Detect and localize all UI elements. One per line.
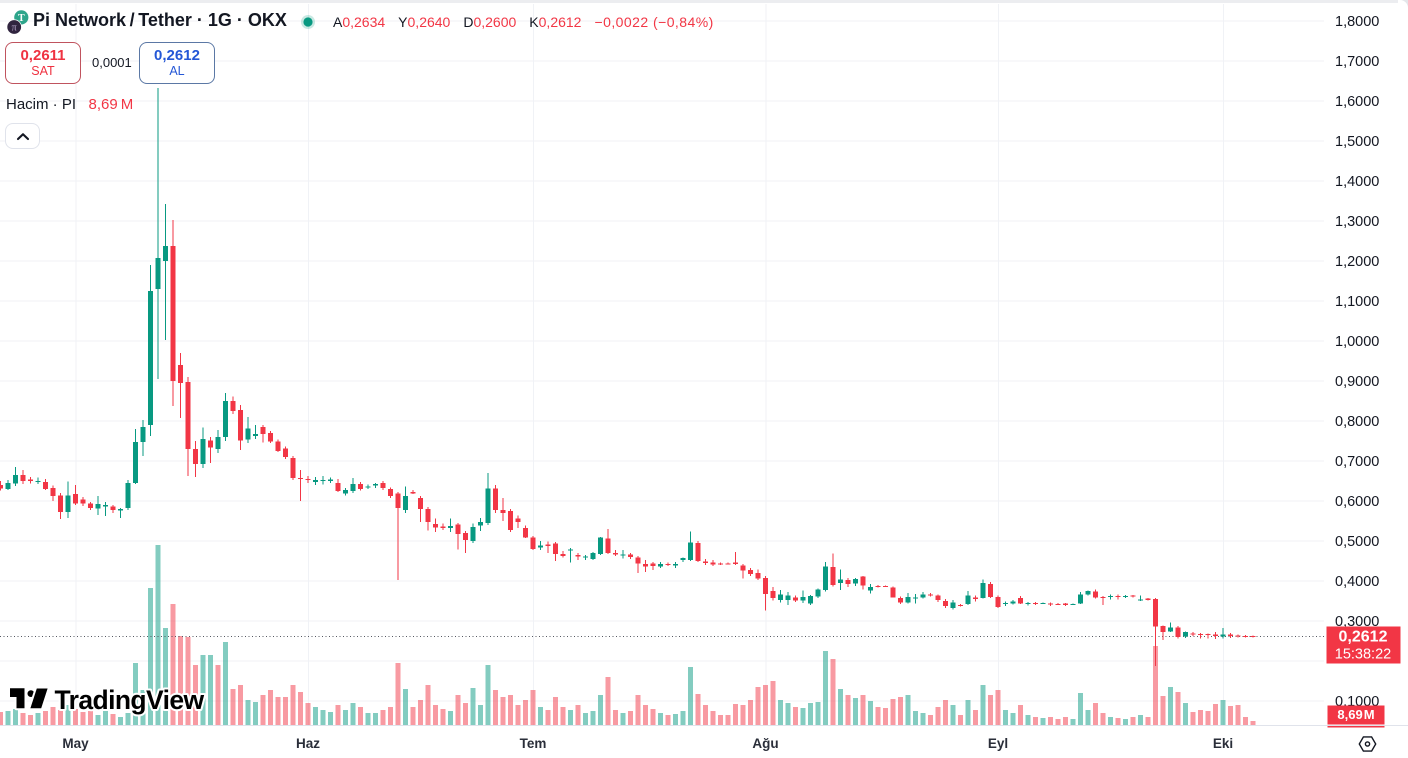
svg-text:1,3000: 1,3000 <box>1335 214 1379 230</box>
svg-text:0,4000: 0,4000 <box>1335 574 1379 590</box>
svg-text:May: May <box>62 736 89 751</box>
svg-text:1,8000: 1,8000 <box>1335 14 1379 30</box>
svg-text:0,3000: 0,3000 <box>1335 614 1379 630</box>
svg-text:15:38:22: 15:38:22 <box>1335 647 1391 663</box>
svg-text:Tem: Tem <box>520 736 547 751</box>
svg-text:8,69 M: 8,69 M <box>1337 707 1374 722</box>
svg-text:Haz: Haz <box>296 736 320 751</box>
svg-text:Ağu: Ağu <box>752 736 778 751</box>
svg-text:1,6000: 1,6000 <box>1335 94 1379 110</box>
svg-text:Eki: Eki <box>1213 736 1233 751</box>
svg-text:0,6000: 0,6000 <box>1335 494 1379 510</box>
svg-text:1,2000: 1,2000 <box>1335 254 1379 270</box>
svg-text:0,8000: 0,8000 <box>1335 414 1379 430</box>
svg-text:1,7000: 1,7000 <box>1335 54 1379 70</box>
svg-text:0,7000: 0,7000 <box>1335 454 1379 470</box>
svg-text:0,2612: 0,2612 <box>1339 629 1388 646</box>
svg-text:1,0000: 1,0000 <box>1335 334 1379 350</box>
svg-text:TradingView: TradingView <box>55 685 205 715</box>
svg-text:1,5000: 1,5000 <box>1335 134 1379 150</box>
svg-text:0,9000: 0,9000 <box>1335 374 1379 390</box>
svg-text:0,5000: 0,5000 <box>1335 534 1379 550</box>
svg-text:Eyl: Eyl <box>988 736 1008 751</box>
svg-text:1,1000: 1,1000 <box>1335 294 1379 310</box>
svg-text:1,4000: 1,4000 <box>1335 174 1379 190</box>
svg-text:T: T <box>18 13 25 24</box>
svg-text:π: π <box>12 23 17 34</box>
